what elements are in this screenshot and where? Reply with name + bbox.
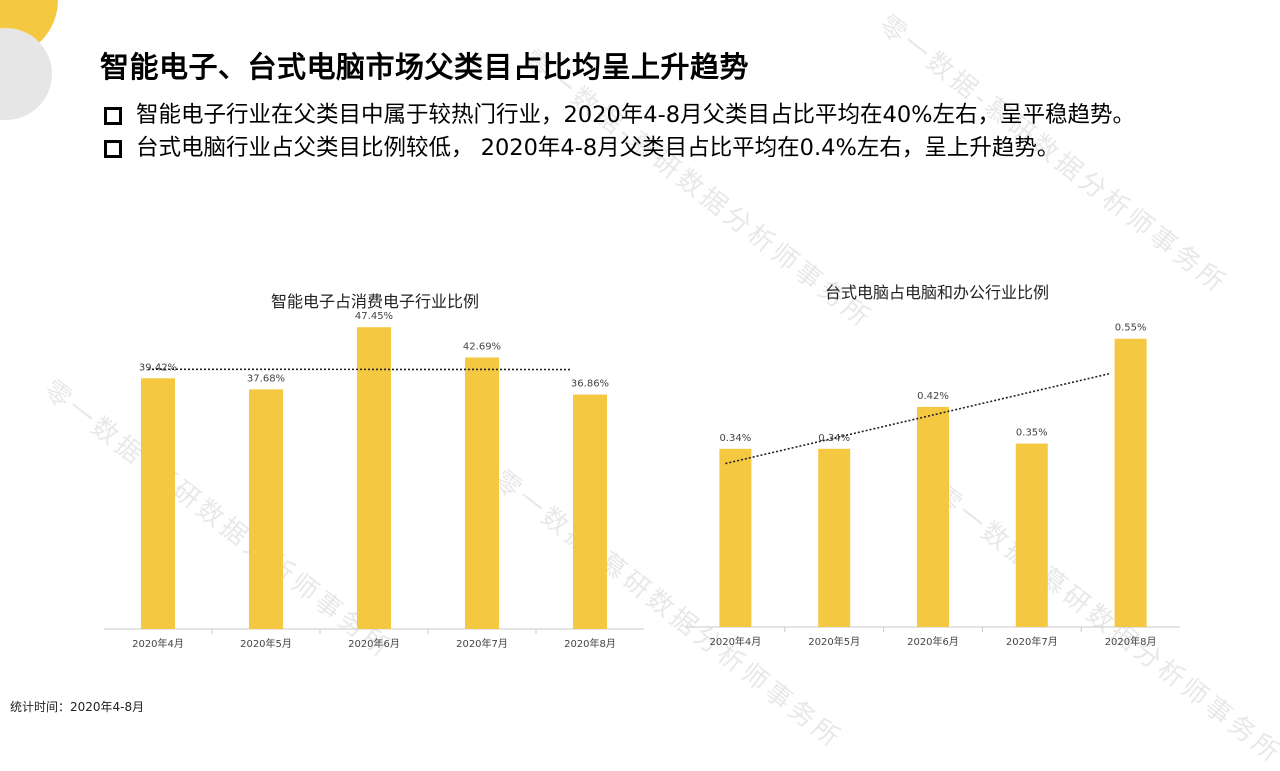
- x-tick-label-2: 2020年5月: [240, 637, 292, 650]
- smart-electronics-chart-svg: 智能电子占消费电子行业比例 39.42% 2020年4月 37.68% 2020年5月 4…: [100, 282, 650, 662]
- bar-2: [818, 449, 850, 627]
- data-label-1: 0.34%: [720, 433, 752, 444]
- x-tick-label-3: 2020年6月: [907, 635, 959, 648]
- data-label-3: 0.42%: [917, 391, 949, 402]
- bullet-text: 智能电子行业在父类目中属于较热门行业，2020年4-8月父类目占比平均在40%左…: [136, 102, 1135, 128]
- x-tick-label-1: 2020年4月: [709, 635, 761, 648]
- bar-4: [1016, 444, 1048, 627]
- chart-title: 台式电脑占电脑和办公行业比例: [825, 283, 1049, 302]
- bar-4: [465, 357, 499, 629]
- data-label-1: 39.42%: [139, 362, 177, 373]
- footnote: 统计时间：2020年4-8月: [10, 698, 144, 715]
- bar-5: [573, 395, 607, 629]
- desktop-pc-share-chart: 台式电脑占电脑和办公行业比例 0.34% 2020年4月 0.34% 2020年5月 0.…: [682, 272, 1192, 662]
- smart-electronics-share-chart: 智能电子占消费电子行业比例 39.42% 2020年4月 37.68% 2020年5月 4…: [100, 282, 650, 662]
- bullet-list: 智能电子行业在父类目中属于较热门行业，2020年4-8月父类目占比平均在40%左…: [104, 100, 1224, 166]
- bar-2: [249, 389, 283, 629]
- x-tick-label-5: 2020年8月: [564, 637, 616, 650]
- data-label-4: 0.35%: [1016, 428, 1048, 439]
- square-bullet-icon: [104, 140, 122, 158]
- decorative-gray-circle: [0, 28, 52, 120]
- data-label-5: 0.55%: [1115, 323, 1147, 334]
- x-tick-label-1: 2020年4月: [132, 637, 184, 650]
- data-label-3: 47.45%: [355, 311, 393, 322]
- desktop-pc-chart-svg: 台式电脑占电脑和办公行业比例 0.34% 2020年4月 0.34% 2020年5月 0.…: [682, 272, 1192, 662]
- bar-3: [357, 327, 391, 629]
- data-label-5: 36.86%: [571, 379, 609, 390]
- bullet-text: 台式电脑行业占父类目比例较低， 2020年4-8月父类目占比平均在0.4%左右，…: [136, 135, 1059, 161]
- bullet-item: 台式电脑行业占父类目比例较低， 2020年4-8月父类目占比平均在0.4%左右，…: [104, 133, 1224, 163]
- chart-title: 智能电子占消费电子行业比例: [271, 292, 479, 311]
- bullet-item: 智能电子行业在父类目中属于较热门行业，2020年4-8月父类目占比平均在40%左…: [104, 100, 1224, 130]
- data-label-4: 42.69%: [463, 341, 501, 352]
- data-label-2: 0.34%: [818, 433, 850, 444]
- data-label-2: 37.68%: [247, 373, 285, 384]
- x-tick-label-2: 2020年5月: [808, 635, 860, 648]
- x-tick-label-4: 2020年7月: [456, 637, 508, 650]
- x-tick-label-5: 2020年8月: [1105, 635, 1157, 648]
- bar-3: [917, 407, 949, 627]
- page-title: 智能电子、台式电脑市场父类目占比均呈上升趋势: [100, 44, 749, 86]
- x-tick-label-3: 2020年6月: [348, 637, 400, 650]
- bar-1: [719, 449, 751, 627]
- x-tick-label-4: 2020年7月: [1006, 635, 1058, 648]
- square-bullet-icon: [104, 107, 122, 125]
- bar-1: [141, 378, 175, 629]
- bar-5: [1115, 339, 1147, 627]
